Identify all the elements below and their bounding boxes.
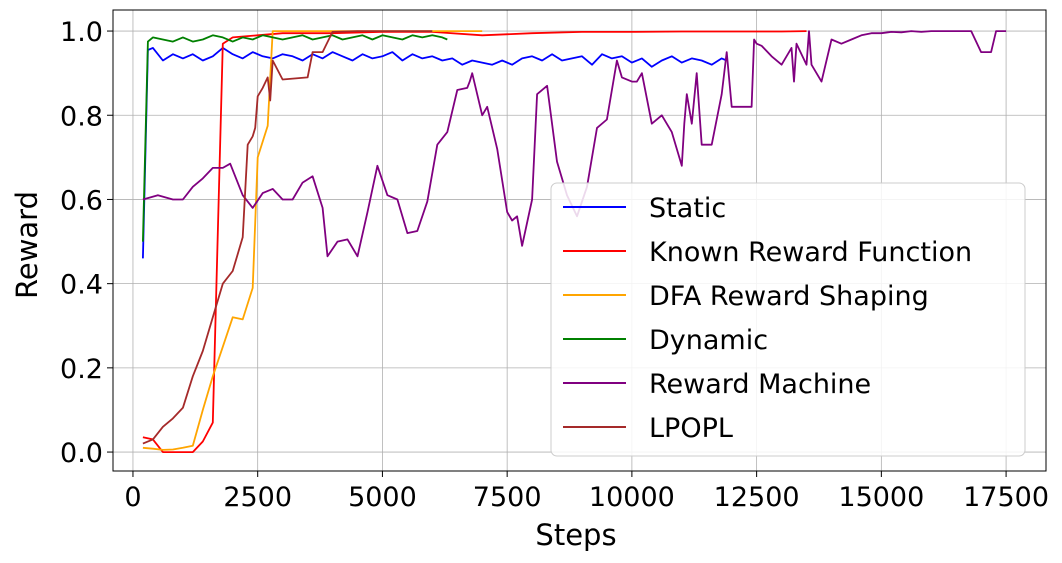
legend-label-lpopl: LPOPL xyxy=(649,413,733,444)
series-lines xyxy=(142,30,1007,454)
x-axis-label: Steps xyxy=(535,518,616,552)
y-tick-label: 0.2 xyxy=(60,354,103,385)
x-tick-label: 15000 xyxy=(838,482,924,513)
series-line-static xyxy=(142,47,728,259)
x-tick-label: 0 xyxy=(124,482,141,513)
y-axis-label: Reward xyxy=(10,191,44,299)
legend: Static Known Reward Function DFA Reward Sh… xyxy=(550,182,1026,457)
legend-label-reward-machine: Reward Machine xyxy=(649,369,871,400)
x-tick-label: 17500 xyxy=(963,482,1049,513)
series-line-dynamic xyxy=(142,34,448,242)
legend-label-known-reward-function: Known Reward Function xyxy=(649,237,972,268)
legend-label-static: Static xyxy=(649,193,726,224)
x-tick-label: 7500 xyxy=(473,482,542,513)
plot-area-frame xyxy=(112,9,1047,472)
y-tick-label: 1.0 xyxy=(60,17,103,48)
series-line-lpopl xyxy=(142,30,433,445)
axis-ticks: 0 2500 5000 7500 10000 12500 15000 17500 0.0 0.2 0… xyxy=(60,17,1049,513)
x-tick-label: 12500 xyxy=(714,482,800,513)
y-tick-label: 0.6 xyxy=(60,185,103,216)
y-tick-label: 0.8 xyxy=(60,101,103,132)
series-line-dfa-reward-shaping xyxy=(142,30,483,451)
y-tick-label: 0.4 xyxy=(60,270,103,301)
legend-label-dynamic: Dynamic xyxy=(649,325,768,356)
legend-label-dfa-reward-shaping: DFA Reward Shaping xyxy=(649,281,929,312)
x-tick-label: 2500 xyxy=(223,482,292,513)
y-tick-label: 0.0 xyxy=(60,438,103,469)
series-line-known-reward-function xyxy=(142,30,807,454)
x-tick-label: 5000 xyxy=(348,482,417,513)
x-tick-label: 10000 xyxy=(589,482,675,513)
legend-box xyxy=(550,182,1026,457)
series-line-reward-machine xyxy=(142,30,1007,258)
